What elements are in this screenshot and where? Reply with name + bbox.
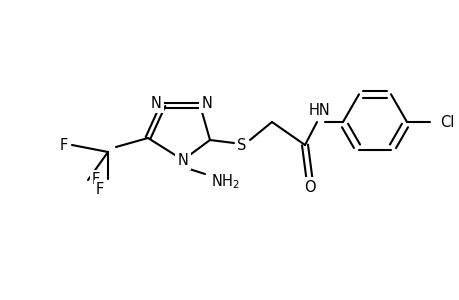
Text: O: O <box>303 179 315 194</box>
Text: N: N <box>177 152 188 167</box>
Text: N: N <box>201 95 212 110</box>
Text: HN: HN <box>308 103 330 118</box>
Text: F: F <box>95 182 104 197</box>
Text: S: S <box>237 137 246 152</box>
Text: Cl: Cl <box>439 115 453 130</box>
Text: NH$_2$: NH$_2$ <box>211 173 240 191</box>
Text: F: F <box>92 172 100 188</box>
Text: F: F <box>60 137 68 152</box>
Text: N: N <box>150 95 161 110</box>
